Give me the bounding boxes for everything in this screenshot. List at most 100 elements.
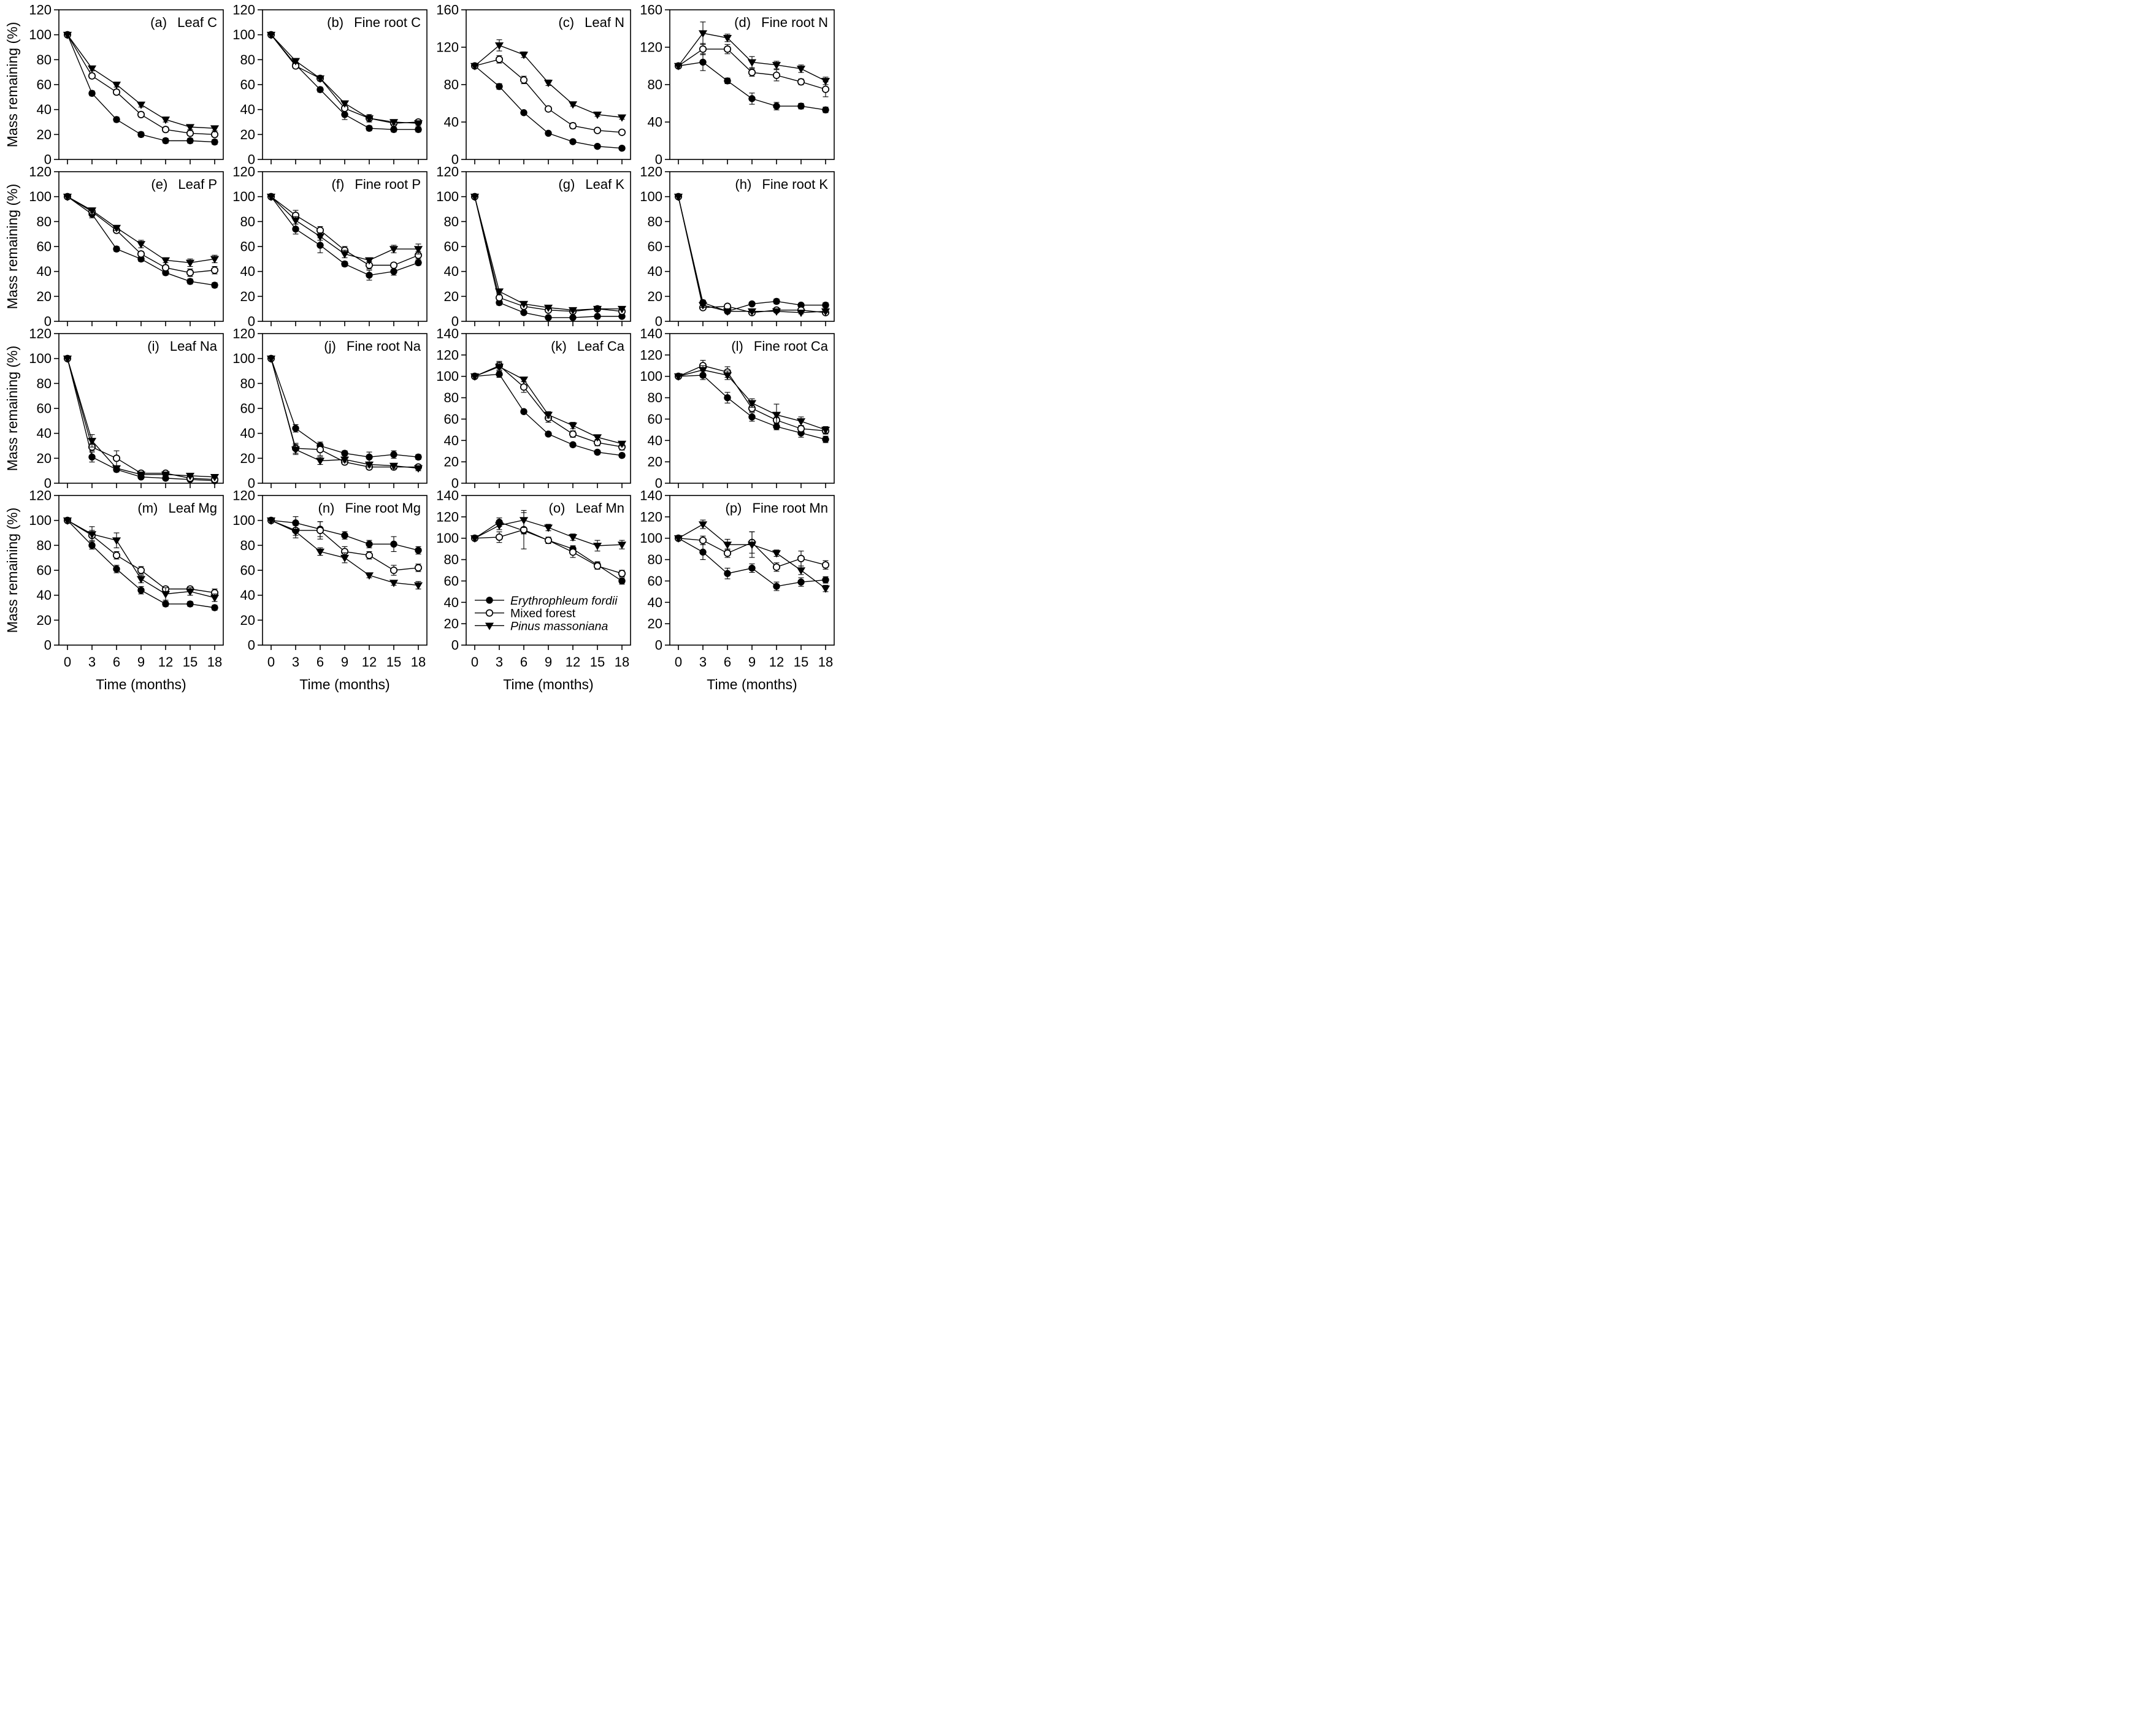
marker-erythrophleum-fordii xyxy=(594,448,601,456)
y-tick-label: 140 xyxy=(640,489,662,503)
y-tick-label: 100 xyxy=(640,189,662,204)
marker-mixed-forest xyxy=(316,446,324,454)
series-mixed-forest xyxy=(470,55,626,136)
y-tick-label: 0 xyxy=(451,476,459,490)
panel-cell-i: 0 20 40 60 80 100 120 Mass remaining (%) (i) Lea… xyxy=(2,326,228,491)
x-axis xyxy=(270,321,419,326)
panel-cell-g: 0 20 40 60 80 100 120 (g) Leaf K xyxy=(432,164,635,329)
series-pinus-massoniana xyxy=(470,39,627,122)
series-erythrophleum-fordii xyxy=(675,53,829,113)
marker-erythrophleum-fordii xyxy=(113,245,120,253)
y-tick-label: 0 xyxy=(451,314,459,328)
y-tick-label: 100 xyxy=(29,351,52,366)
marker-mixed-forest xyxy=(112,454,121,462)
y-tick-label: 60 xyxy=(240,401,255,416)
marker-pinus-massoniana xyxy=(340,251,350,259)
marker-pinus-massoniana xyxy=(364,572,374,580)
plot-frame xyxy=(466,171,631,322)
y-axis-title: Mass remaining (%) xyxy=(4,22,20,148)
panel-cell-l: 0 20 40 60 80 100 120 140 (l) Fine root Ca xyxy=(635,326,839,491)
panel-h-chart: 0 20 40 60 80 100 120 (h) Fine root K xyxy=(640,164,835,329)
marker-erythrophleum-fordii xyxy=(390,540,397,548)
marker-pinus-massoniana xyxy=(210,474,220,482)
y-tick-label: 120 xyxy=(232,327,255,342)
y-tick-label: 60 xyxy=(240,239,255,254)
y-tick-label: 80 xyxy=(37,376,52,391)
series-erythrophleum-fordii xyxy=(471,62,626,152)
marker-pinus-massoniana xyxy=(723,372,732,380)
y-axis: 0 20 40 60 80 100 120 140 xyxy=(640,326,670,491)
marker-pinus-massoniana xyxy=(593,305,602,313)
y-axis-title: Mass remaining (%) xyxy=(4,508,20,633)
marker-mixed-forest xyxy=(569,430,577,438)
marker-pinus-massoniana xyxy=(112,537,121,545)
marker-pinus-massoniana xyxy=(291,446,301,454)
marker-pinus-massoniana xyxy=(494,522,504,530)
marker-pinus-massoniana xyxy=(796,66,806,74)
marker-pinus-massoniana xyxy=(389,246,399,254)
marker-mixed-forest xyxy=(699,45,707,53)
marker-pinus-massoniana xyxy=(161,117,171,124)
y-tick-label: 60 xyxy=(444,573,459,589)
x-tick-label: 18 xyxy=(818,654,833,670)
marker-pinus-massoniana xyxy=(772,308,781,316)
marker-erythrophleum-fordii xyxy=(211,604,218,611)
marker-pinus-massoniana xyxy=(723,541,732,549)
marker-pinus-massoniana xyxy=(185,588,195,596)
marker-erythrophleum-fordii xyxy=(316,86,324,93)
marker-mixed-forest xyxy=(618,128,626,136)
marker-pinus-massoniana xyxy=(796,309,806,318)
marker-pinus-massoniana xyxy=(364,461,374,469)
marker-pinus-massoniana xyxy=(210,256,220,264)
legend-marker-open-circle xyxy=(485,609,494,617)
y-tick-label: 100 xyxy=(29,513,52,528)
marker-mixed-forest xyxy=(593,562,602,570)
marker-pinus-massoniana xyxy=(698,30,708,38)
panel-cell-h: 0 20 40 60 80 100 120 (h) Fine root K xyxy=(635,164,839,329)
y-tick-label: 0 xyxy=(44,314,52,328)
marker-erythrophleum-fordii xyxy=(186,278,194,285)
panel-cell-n: 0 20 40 60 80 100 120 0 3 6 9 12 15 18 Time (months) (n… xyxy=(228,488,432,698)
plot-frame xyxy=(58,333,224,484)
marker-pinus-massoniana xyxy=(291,217,301,225)
marker-erythrophleum-fordii xyxy=(162,600,169,608)
marker-pinus-massoniana xyxy=(63,517,72,525)
y-tick-label: 60 xyxy=(37,77,52,93)
marker-mixed-forest xyxy=(161,264,170,272)
marker-pinus-massoniana xyxy=(470,193,480,201)
marker-mixed-forest xyxy=(137,250,145,258)
y-tick-label: 80 xyxy=(240,538,255,553)
y-tick-label: 120 xyxy=(29,327,52,342)
x-tick-label: 15 xyxy=(590,654,605,670)
y-tick-label: 0 xyxy=(248,314,255,328)
marker-mixed-forest xyxy=(723,45,732,53)
marker-pinus-massoniana xyxy=(821,78,831,86)
marker-erythrophleum-fordii xyxy=(415,259,422,267)
marker-pinus-massoniana xyxy=(161,471,171,480)
y-tick-label: 40 xyxy=(648,433,662,448)
y-tick-label: 20 xyxy=(37,127,52,142)
panel-title: (f) Fine root P xyxy=(332,177,421,192)
marker-pinus-massoniana xyxy=(266,31,276,39)
y-tick-label: 40 xyxy=(648,115,662,130)
marker-pinus-massoniana xyxy=(568,101,578,109)
marker-pinus-massoniana xyxy=(568,307,578,315)
series-pinus-massoniana xyxy=(266,355,423,473)
marker-erythrophleum-fordii xyxy=(773,102,780,110)
panel-title: (j) Fine root Na xyxy=(324,338,421,354)
marker-pinus-massoniana xyxy=(136,471,146,480)
marker-mixed-forest xyxy=(797,78,805,86)
marker-pinus-massoniana xyxy=(87,65,97,73)
marker-pinus-massoniana xyxy=(494,364,504,372)
marker-pinus-massoniana xyxy=(593,434,602,442)
marker-erythrophleum-fordii xyxy=(211,281,218,289)
y-tick-label: 120 xyxy=(640,166,662,180)
y-axis: 0 20 40 60 80 100 120 xyxy=(29,326,59,491)
panel-title: (a) Leaf C xyxy=(150,15,217,30)
marker-erythrophleum-fordii xyxy=(341,260,348,268)
y-tick-label: 100 xyxy=(29,189,52,204)
marker-erythrophleum-fordii xyxy=(341,111,348,118)
y-tick-label: 0 xyxy=(655,152,662,166)
marker-pinus-massoniana xyxy=(617,440,627,448)
marker-mixed-forest xyxy=(137,110,145,118)
